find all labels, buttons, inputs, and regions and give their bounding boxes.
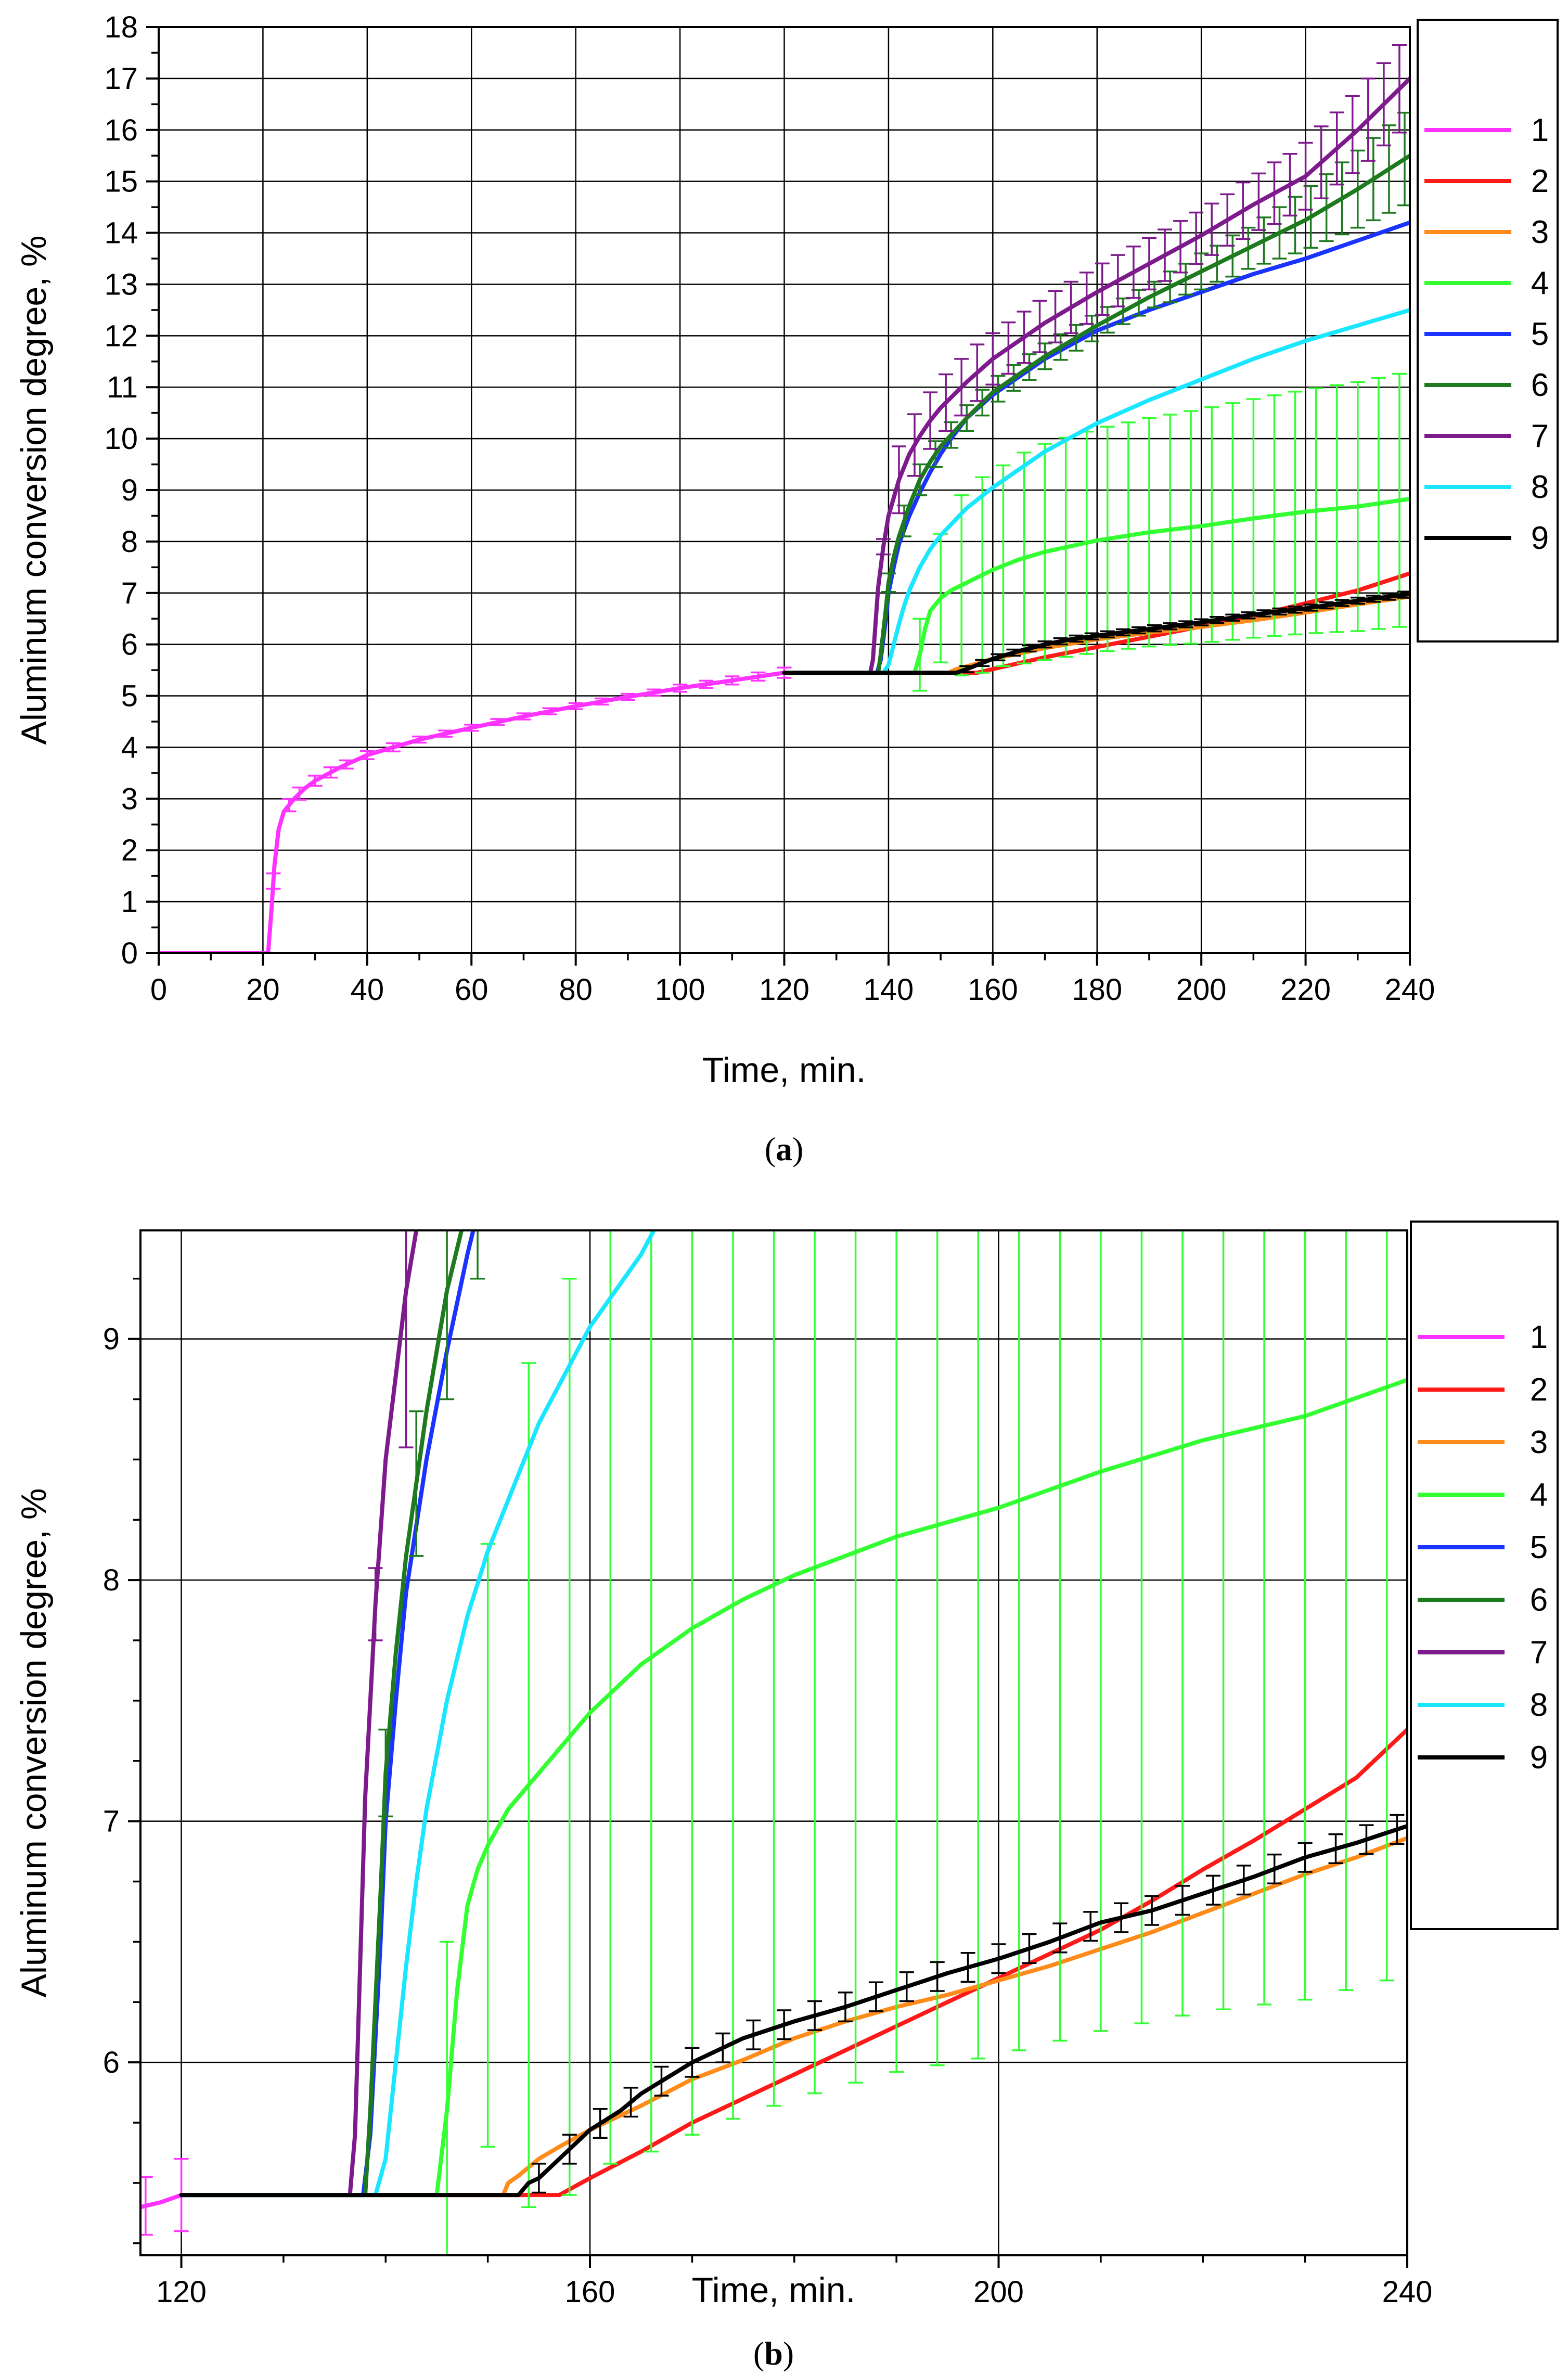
- y-tick-label: 11: [107, 370, 138, 404]
- y-tick-label: 8: [103, 1563, 120, 1597]
- caption-letter: b: [764, 2335, 783, 2372]
- series-line-3: [782, 594, 1410, 675]
- x-tick-label: 160: [968, 973, 1018, 1007]
- chart-panel-a: 0 20 40 60 80 100 120 140 160 180 200 220 2400123456…: [14, 10, 1559, 1167]
- series-line-6: [782, 153, 1410, 675]
- y-tick-label: 8: [121, 525, 138, 559]
- x-tick-label: 240: [1382, 2275, 1433, 2309]
- plot-frame: [139, 1229, 1408, 2256]
- panel-caption: (b): [753, 2335, 794, 2372]
- y-tick-label: 7: [103, 1805, 120, 1839]
- legend-label-1: 1: [1530, 1319, 1548, 1355]
- caption-open-paren: (: [765, 1131, 776, 1167]
- series-line-8: [179, 1230, 657, 2198]
- panel-caption: (a): [765, 1131, 804, 1167]
- y-tick-label: 2: [121, 833, 138, 867]
- y-tick-label: 3: [121, 782, 138, 816]
- x-axis-title: Time, min.: [692, 2270, 856, 2310]
- legend-label-9: 9: [1530, 1740, 1548, 1776]
- y-tick-label: 12: [104, 319, 138, 353]
- x-tick-label: 80: [559, 973, 593, 1007]
- caption-open-paren: (: [753, 2335, 764, 2372]
- axis-ticks: [128, 1277, 1408, 2268]
- chart-panel-b: 120 160 200 240 6 7 8 9 Time, min. Aluminum conve…: [14, 1221, 1559, 2372]
- legend-label-4: 4: [1531, 265, 1549, 301]
- series-line-9: [179, 1823, 1407, 2198]
- series-line-4: [782, 496, 1410, 675]
- x-tick-label: 240: [1385, 973, 1435, 1007]
- series-line-8: [782, 307, 1410, 675]
- series-line-9: [782, 592, 1410, 675]
- legend-label-9: 9: [1531, 520, 1549, 556]
- series-line-7: [179, 1230, 419, 2198]
- series-group: [159, 44, 1410, 953]
- y-tick-label: 17: [104, 62, 138, 96]
- y-tick-label: 0: [121, 936, 138, 970]
- legend-label-6: 6: [1530, 1582, 1548, 1618]
- caption-close-paren: ): [783, 2335, 794, 2372]
- y-tick-label: 15: [104, 165, 138, 199]
- x-tick-label: 40: [351, 973, 384, 1007]
- x-tick-label: 0: [150, 973, 167, 1007]
- y-tick-label: 9: [103, 1322, 120, 1356]
- y-tick-label: 6: [121, 628, 138, 662]
- y-tick-label: 14: [104, 216, 138, 250]
- legend-label-6: 6: [1531, 367, 1549, 403]
- legend-label-3: 3: [1531, 214, 1549, 250]
- legend: 1 2 3 4 5 6 7 8 9: [1410, 1221, 1559, 1930]
- y-tick-label: 5: [121, 679, 138, 713]
- legend-label-4: 4: [1530, 1477, 1548, 1513]
- series-line-2: [179, 1727, 1407, 2198]
- x-tick-label: 120: [156, 2275, 207, 2309]
- y-tick-label: 1: [121, 885, 138, 919]
- legend-label-8: 8: [1530, 1687, 1548, 1723]
- x-tick-label: 140: [864, 973, 914, 1007]
- series-group: [140, 1230, 1407, 2255]
- legend-label-5: 5: [1531, 316, 1549, 352]
- x-tick-label: 60: [455, 973, 489, 1007]
- legend-label-7: 7: [1530, 1635, 1548, 1671]
- legend-label-1: 1: [1531, 112, 1549, 148]
- axis-ticks: [146, 26, 1411, 966]
- y-tick-label: 6: [103, 2046, 120, 2079]
- y-axis-title: Aluminum conversion degree, %: [14, 236, 54, 745]
- legend: 1 2 3 4 5 6 7 8 9: [1417, 19, 1559, 643]
- series-line-6: [179, 1230, 464, 2198]
- tick-labels: 0 20 40 60 80 100 120 140 160 180 200 220 2400123456…: [104, 10, 1435, 1007]
- x-axis-title: Time, min.: [702, 1050, 866, 1090]
- series-line-1: [140, 2193, 184, 2210]
- y-tick-label: 10: [104, 422, 138, 456]
- y-tick-label: 4: [121, 730, 138, 764]
- x-tick-label: 160: [565, 2275, 615, 2309]
- legend-label-8: 8: [1531, 469, 1549, 505]
- y-tick-label: 16: [104, 113, 138, 147]
- y-tick-label: 18: [104, 10, 138, 44]
- series-line-7: [782, 76, 1410, 675]
- caption-close-paren: ): [792, 1131, 803, 1167]
- legend-label-3: 3: [1530, 1424, 1548, 1460]
- legend-label-7: 7: [1531, 418, 1549, 454]
- tick-labels: 120 160 200 240 6 7 8 9: [103, 1322, 1433, 2309]
- x-tick-label: 180: [1072, 973, 1122, 1007]
- series-line-1: [159, 671, 787, 953]
- caption-letter: a: [776, 1131, 792, 1167]
- x-tick-label: 100: [655, 973, 705, 1007]
- legend-box: [1410, 1221, 1559, 1930]
- x-tick-label: 220: [1280, 973, 1331, 1007]
- y-tick-label: 7: [121, 576, 138, 610]
- y-axis-title: Aluminum conversion degree, %: [14, 1488, 54, 1998]
- x-tick-label: 200: [973, 2275, 1024, 2309]
- series-line-4: [179, 1378, 1407, 2198]
- legend-label-2: 2: [1531, 163, 1549, 199]
- legend-label-2: 2: [1530, 1372, 1548, 1408]
- x-tick-label: 200: [1176, 973, 1227, 1007]
- y-tick-label: 13: [104, 267, 138, 301]
- legend-label-5: 5: [1530, 1530, 1548, 1565]
- x-tick-label: 20: [246, 973, 280, 1007]
- y-tick-label: 9: [121, 473, 138, 507]
- x-tick-label: 120: [759, 973, 809, 1007]
